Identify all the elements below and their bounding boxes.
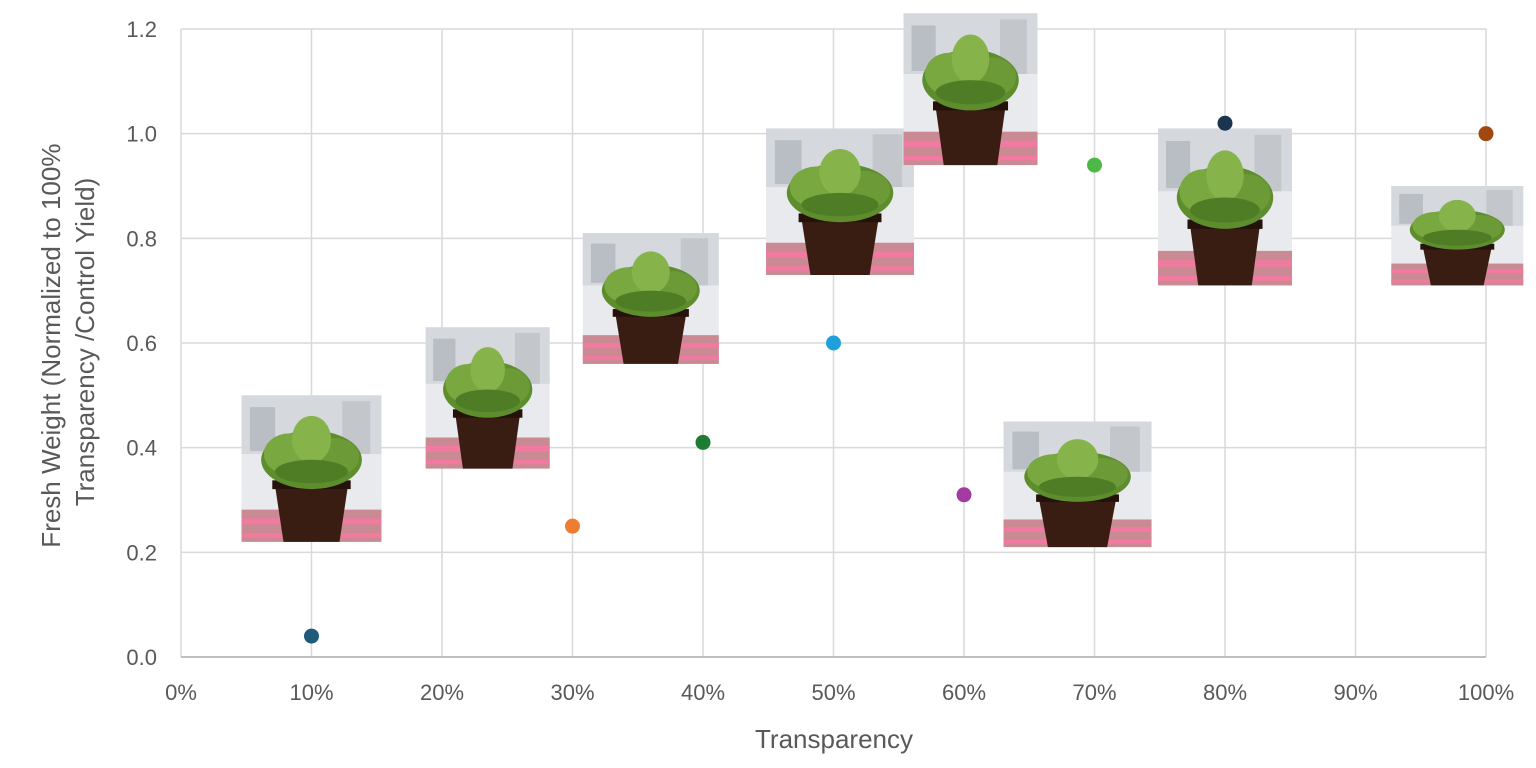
x-tick-label: 30%: [550, 680, 594, 705]
x-tick-labels: 0% 10% 20% 30% 40% 50% 60% 70% 80% 90% 100%: [165, 680, 1514, 705]
plant-photos: [241, 13, 1524, 548]
y-axis-title-line-2: Transparency /Control Yield): [70, 178, 100, 507]
x-tick-label: 100%: [1458, 680, 1514, 705]
x-tick-label: 90%: [1333, 680, 1377, 705]
y-axis-title: Fresh Weight (Normalized to 100% Transpa…: [36, 136, 100, 547]
lettuce-plant-photo-icon: [766, 128, 915, 275]
lettuce-plant-photo-icon: [1003, 421, 1152, 548]
y-tick-label: 0.6: [126, 331, 157, 356]
lettuce-plant-photo-icon: [582, 233, 719, 364]
lettuce-plant-photo-icon: [425, 327, 550, 469]
x-tick-label: 0%: [165, 680, 197, 705]
data-point: [1478, 126, 1494, 142]
x-tick-label: 40%: [681, 680, 725, 705]
x-tick-label: 60%: [942, 680, 986, 705]
data-point: [565, 518, 580, 534]
data-point: [826, 335, 841, 351]
data-point: [1217, 115, 1233, 131]
y-tick-label: 1.0: [126, 122, 157, 147]
x-tick-label: 80%: [1203, 680, 1247, 705]
y-tick-label: 0.2: [126, 540, 157, 565]
x-tick-label: 10%: [289, 680, 333, 705]
data-point: [695, 434, 711, 450]
y-tick-labels: 0.0 0.2 0.4 0.6 0.8 1.0 1.2: [126, 17, 157, 670]
lettuce-plant-photo-icon: [1391, 186, 1524, 286]
y-tick-label: 0.0: [126, 645, 157, 670]
y-tick-label: 1.2: [126, 17, 157, 42]
data-point: [1087, 157, 1102, 173]
x-tick-label: 70%: [1072, 680, 1116, 705]
y-tick-label: 0.8: [126, 226, 157, 251]
y-tick-label: 0.4: [126, 436, 157, 461]
x-axis-title: Transparency: [755, 724, 913, 754]
lettuce-plant-photo-icon: [241, 395, 382, 542]
data-point: [956, 487, 972, 503]
y-axis-title-line-1: Fresh Weight (Normalized to 100%: [36, 144, 66, 548]
data-point: [304, 628, 319, 644]
lettuce-plant-photo-icon: [1158, 128, 1292, 286]
x-tick-label: 50%: [811, 680, 855, 705]
x-tick-label: 20%: [420, 680, 464, 705]
data-points: [304, 115, 1494, 644]
lettuce-plant-photo-icon: [903, 13, 1038, 166]
